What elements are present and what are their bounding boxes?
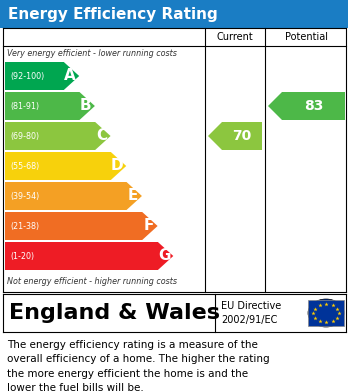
- Polygon shape: [5, 212, 158, 240]
- Polygon shape: [5, 242, 173, 270]
- Text: B: B: [80, 99, 92, 113]
- Text: (81-91): (81-91): [10, 102, 39, 111]
- Text: The energy efficiency rating is a measure of the
overall efficiency of a home. T: The energy efficiency rating is a measur…: [7, 340, 270, 391]
- Text: Potential: Potential: [285, 32, 328, 42]
- Text: C: C: [96, 129, 107, 143]
- Ellipse shape: [308, 299, 344, 327]
- Text: E: E: [127, 188, 138, 203]
- Text: (92-100): (92-100): [10, 72, 44, 81]
- Text: Not energy efficient - higher running costs: Not energy efficient - higher running co…: [7, 276, 177, 285]
- Text: Very energy efficient - lower running costs: Very energy efficient - lower running co…: [7, 48, 177, 57]
- Text: Current: Current: [216, 32, 253, 42]
- Polygon shape: [5, 182, 142, 210]
- Text: England & Wales: England & Wales: [9, 303, 220, 323]
- Text: F: F: [143, 219, 153, 233]
- Bar: [308, 300, 344, 326]
- Polygon shape: [5, 92, 95, 120]
- Text: G: G: [158, 249, 170, 264]
- Text: EU Directive
2002/91/EC: EU Directive 2002/91/EC: [221, 301, 281, 325]
- Text: (69-80): (69-80): [10, 131, 39, 140]
- Text: 70: 70: [232, 129, 252, 143]
- Text: (1-20): (1-20): [10, 251, 34, 260]
- Text: 83: 83: [304, 99, 323, 113]
- Polygon shape: [5, 62, 79, 90]
- Polygon shape: [208, 122, 262, 150]
- Text: D: D: [111, 158, 123, 174]
- Text: A: A: [64, 68, 76, 84]
- Text: Energy Efficiency Rating: Energy Efficiency Rating: [8, 7, 218, 22]
- Bar: [3, 28, 346, 292]
- Text: (55-68): (55-68): [10, 161, 39, 170]
- Bar: [0, 0, 348, 28]
- Bar: [3, 294, 346, 332]
- Polygon shape: [5, 152, 126, 180]
- Text: (21-38): (21-38): [10, 221, 39, 231]
- Text: (39-54): (39-54): [10, 192, 39, 201]
- Polygon shape: [5, 122, 111, 150]
- Polygon shape: [268, 92, 345, 120]
